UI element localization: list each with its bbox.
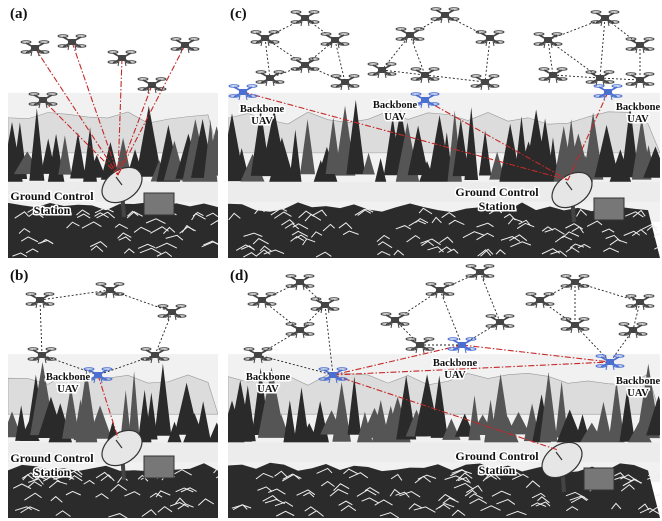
drone-body — [266, 75, 274, 81]
drone-body — [416, 342, 424, 348]
drone-body — [68, 39, 76, 45]
backbone-label: UAV — [444, 370, 466, 381]
backbone-label: UAV — [57, 384, 79, 395]
panel — [219, 262, 662, 518]
station-building — [594, 198, 624, 220]
drone-body — [601, 15, 609, 21]
station-label: Ground Control — [10, 189, 94, 203]
drone-body — [486, 35, 494, 41]
panel — [1, 0, 230, 258]
drone-body — [496, 319, 504, 325]
backbone-label: Backbone — [240, 104, 285, 115]
drone-body — [118, 55, 126, 61]
drone-body — [254, 352, 262, 358]
drone-body — [476, 269, 484, 275]
drone-body — [258, 297, 266, 303]
panel-label: (a) — [10, 6, 28, 22]
drone-body — [458, 342, 466, 348]
drone-body — [181, 42, 189, 48]
drone-body — [168, 309, 176, 315]
drone-body — [341, 79, 349, 85]
drone-body — [436, 287, 444, 293]
drone-body — [544, 37, 552, 43]
drone-body — [596, 75, 604, 81]
backbone-label: UAV — [627, 388, 649, 399]
panel — [219, 0, 662, 258]
drone-body — [604, 89, 612, 95]
drone-body — [571, 279, 579, 285]
backbone-label: Backbone — [373, 100, 418, 111]
station-label: Station — [479, 199, 516, 213]
backbone-label: UAV — [627, 114, 649, 125]
drone-body — [301, 62, 309, 68]
panel-label: (d) — [230, 268, 248, 284]
backbone-label: Backbone — [46, 372, 91, 383]
drone-body — [148, 82, 156, 88]
station-label: Ground Control — [10, 451, 94, 465]
drone-body — [636, 299, 644, 305]
drone-body — [629, 327, 637, 333]
drone-body — [39, 97, 47, 103]
backbone-label: Backbone — [433, 358, 478, 369]
drone-body — [239, 89, 247, 95]
backbone-label: Backbone — [616, 376, 661, 387]
drone-body — [636, 42, 644, 48]
backbone-label: Backbone — [616, 102, 661, 113]
station-label: Ground Control — [455, 185, 539, 199]
drone-body — [391, 317, 399, 323]
drone-body — [549, 72, 557, 78]
drone-body — [481, 79, 489, 85]
station-building — [144, 456, 174, 478]
backbone-label: Backbone — [246, 372, 291, 383]
meadow — [228, 442, 660, 462]
panel-label: (b) — [10, 268, 28, 284]
drone-body — [331, 37, 339, 43]
drone-body — [571, 322, 579, 328]
station-label: Station — [34, 203, 71, 217]
drone-body — [94, 372, 102, 378]
drone-body — [296, 327, 304, 333]
drone-body — [38, 352, 46, 358]
station-building — [584, 468, 614, 490]
drone-body — [606, 359, 614, 365]
station-label: Ground Control — [455, 449, 539, 463]
drone-body — [441, 12, 449, 18]
figure: (a)Ground ControlStation(b)Ground Contro… — [0, 0, 662, 521]
drone-body — [636, 77, 644, 83]
station-label: Station — [479, 463, 516, 477]
drone-body — [321, 302, 329, 308]
drone-body — [421, 72, 429, 78]
drone-body — [536, 297, 544, 303]
drone-body — [301, 15, 309, 21]
drone-body — [421, 97, 429, 103]
panel-label: (c) — [230, 6, 247, 22]
drone-body — [406, 32, 414, 38]
drone-body — [106, 287, 114, 293]
station-building — [144, 193, 174, 215]
station-label: Station — [34, 465, 71, 479]
backbone-label: UAV — [257, 384, 279, 395]
drone-body — [31, 45, 39, 51]
drone-body — [329, 372, 337, 378]
drone-body — [261, 35, 269, 41]
drone-body — [296, 279, 304, 285]
drone-body — [151, 352, 159, 358]
drone-body — [36, 297, 44, 303]
drone-body — [378, 67, 386, 73]
backbone-label: UAV — [384, 112, 406, 123]
backbone-label: UAV — [251, 116, 273, 127]
